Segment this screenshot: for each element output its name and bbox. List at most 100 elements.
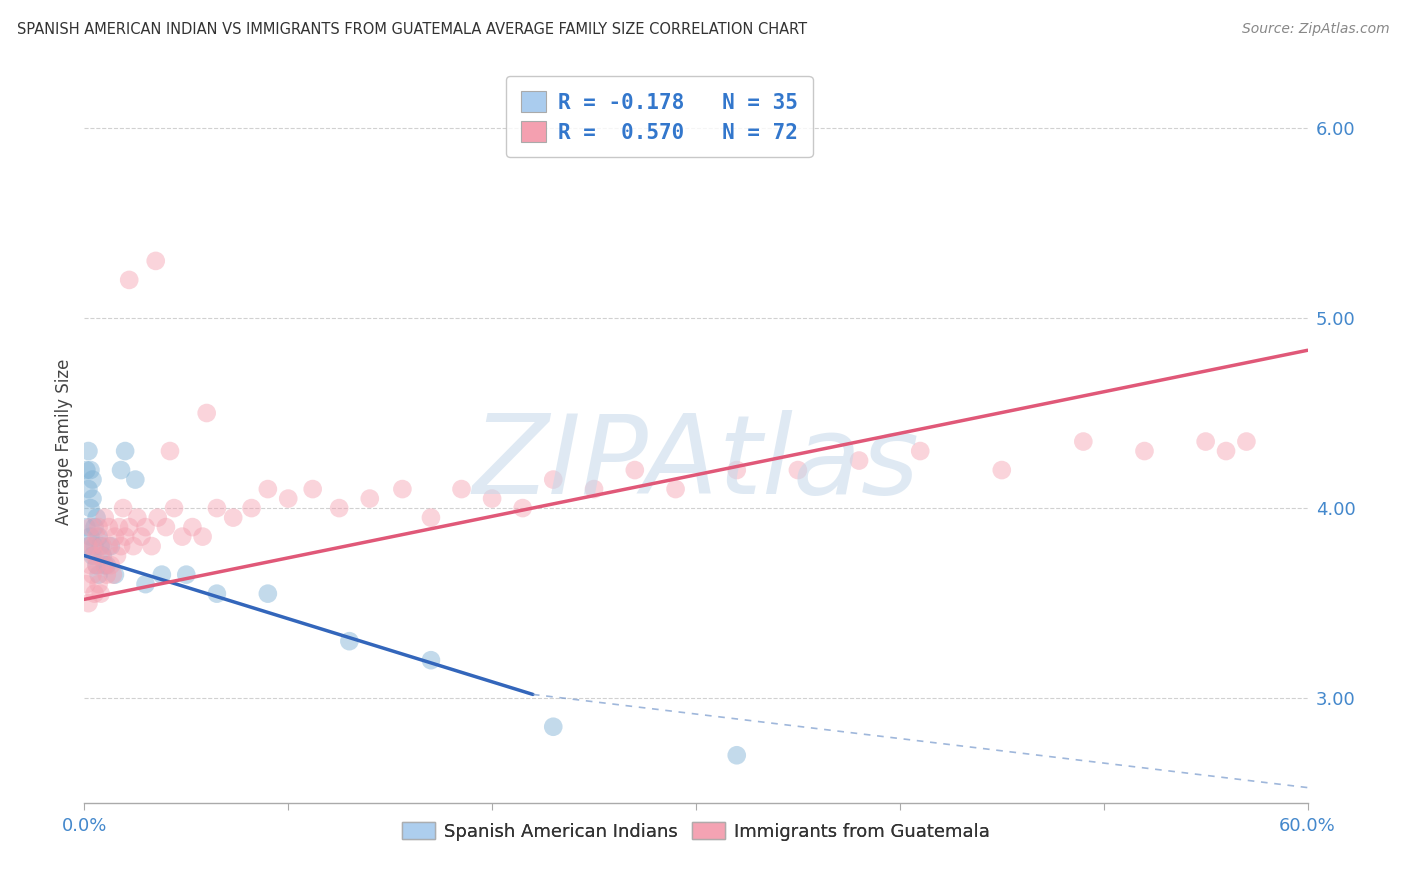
Point — [172, 530, 194, 544]
Point — [79, 501, 101, 516]
Point — [93, 558, 115, 573]
Point — [159, 444, 181, 458]
Point — [108, 520, 131, 534]
Point — [543, 473, 565, 487]
Point — [991, 463, 1014, 477]
Point — [77, 596, 100, 610]
Point — [83, 520, 105, 534]
Point — [86, 530, 108, 544]
Point — [97, 539, 120, 553]
Legend: Spanish American Indians, Immigrants from Guatemala: Spanish American Indians, Immigrants fro… — [395, 815, 997, 848]
Text: Source: ZipAtlas.com: Source: ZipAtlas.com — [1241, 22, 1389, 37]
Point — [100, 539, 122, 553]
Point — [141, 539, 163, 553]
Point — [114, 530, 136, 544]
Point — [222, 510, 245, 524]
Point — [195, 406, 218, 420]
Point — [131, 530, 153, 544]
Point — [90, 539, 112, 553]
Point — [257, 482, 280, 496]
Point — [450, 482, 472, 496]
Point — [75, 577, 97, 591]
Point — [145, 254, 167, 268]
Point — [87, 530, 110, 544]
Point — [301, 482, 323, 496]
Point — [79, 520, 101, 534]
Point — [240, 501, 263, 516]
Point — [359, 491, 381, 506]
Point — [1215, 444, 1237, 458]
Point — [90, 549, 112, 563]
Point — [787, 463, 810, 477]
Y-axis label: Average Family Size: Average Family Size — [55, 359, 73, 524]
Point — [96, 567, 118, 582]
Point — [1236, 434, 1258, 449]
Point — [91, 549, 114, 563]
Point — [135, 520, 157, 534]
Point — [93, 510, 115, 524]
Point — [910, 444, 932, 458]
Point — [75, 520, 97, 534]
Point — [83, 549, 105, 563]
Point — [86, 558, 108, 573]
Point — [205, 587, 228, 601]
Point — [79, 463, 101, 477]
Point — [122, 539, 145, 553]
Point — [127, 510, 149, 524]
Point — [543, 720, 565, 734]
Point — [512, 501, 534, 516]
Point — [90, 587, 112, 601]
Point — [110, 539, 132, 553]
Point — [481, 491, 503, 506]
Text: SPANISH AMERICAN INDIAN VS IMMIGRANTS FROM GUATEMALA AVERAGE FAMILY SIZE CORRELA: SPANISH AMERICAN INDIAN VS IMMIGRANTS FR… — [17, 22, 807, 37]
Point — [100, 558, 122, 573]
Point — [82, 549, 104, 563]
Point — [93, 558, 115, 573]
Point — [87, 567, 110, 582]
Point — [181, 520, 204, 534]
Point — [118, 520, 141, 534]
Point — [124, 473, 146, 487]
Point — [1195, 434, 1218, 449]
Text: ZIPAtlas: ZIPAtlas — [472, 409, 920, 516]
Point — [277, 491, 299, 506]
Point — [77, 539, 100, 553]
Point — [725, 748, 748, 763]
Point — [104, 530, 127, 544]
Point — [205, 501, 228, 516]
Point — [1133, 444, 1156, 458]
Point — [135, 577, 157, 591]
Point — [97, 520, 120, 534]
Point — [174, 567, 197, 582]
Point — [86, 558, 108, 573]
Point — [420, 653, 443, 667]
Point — [82, 473, 104, 487]
Point — [82, 567, 104, 582]
Point — [848, 453, 870, 467]
Point — [583, 482, 606, 496]
Point — [391, 482, 413, 496]
Point — [163, 501, 186, 516]
Point — [79, 530, 101, 544]
Point — [624, 463, 647, 477]
Point — [86, 510, 108, 524]
Point — [77, 539, 100, 553]
Point — [328, 501, 350, 516]
Point — [87, 520, 110, 534]
Point — [83, 587, 105, 601]
Point — [82, 539, 104, 553]
Point — [1073, 434, 1095, 449]
Point — [665, 482, 688, 496]
Point — [150, 567, 173, 582]
Point — [112, 501, 135, 516]
Point — [91, 539, 114, 553]
Point — [339, 634, 361, 648]
Point — [82, 491, 104, 506]
Point — [420, 510, 443, 524]
Point — [155, 520, 177, 534]
Point — [75, 463, 97, 477]
Point — [87, 577, 110, 591]
Point — [77, 444, 100, 458]
Point — [77, 482, 100, 496]
Point — [105, 549, 128, 563]
